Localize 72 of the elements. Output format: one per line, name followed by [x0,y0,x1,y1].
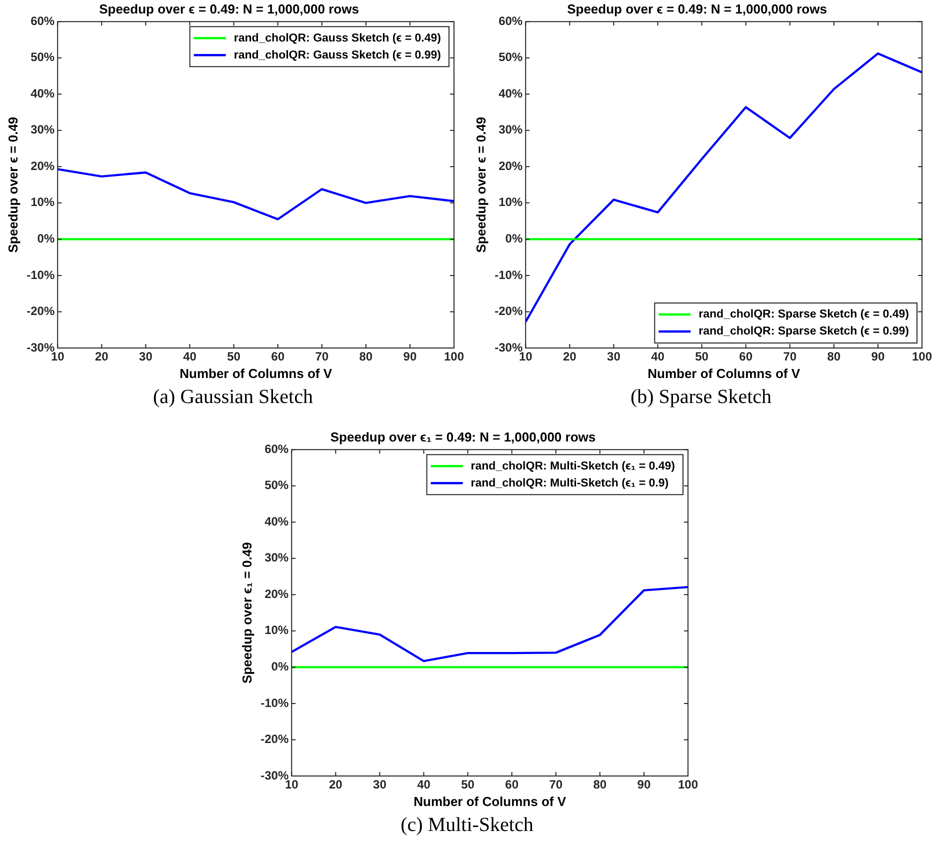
y-tick-label: 0% [271,660,289,674]
legend-label: rand_cholQR: Multi-Sketch (ϵ₁ = 0.9) [470,477,669,490]
x-tick-label: 40 [417,778,431,792]
x-tick-label: 40 [651,350,665,364]
x-tick-label: 70 [783,350,797,364]
x-axis-title: Number of Columns of V [648,366,800,381]
y-tick-label: -20% [260,732,289,746]
x-tick-label: 90 [403,350,417,364]
x-tick-label: 40 [183,350,197,364]
x-tick-label: 20 [328,778,343,792]
x-tick-label: 100 [678,778,698,792]
y-tick-label: 60% [498,14,523,28]
legend-label: rand_cholQR: Sparse Sketch (ϵ = 0.49) [698,308,910,321]
y-tick-label: 0% [37,232,55,246]
y-tick-label: 10% [498,195,523,210]
x-tick-label: 20 [562,350,577,364]
y-tick-label: 30% [498,122,523,137]
y-tick-label: 40% [498,86,523,100]
y-tick-label: 30% [30,122,55,137]
y-tick-label: 50% [498,50,523,64]
x-tick-label: 100 [912,350,932,364]
y-tick-label: 10% [264,623,289,638]
y-tick-label: 10% [30,195,55,210]
x-tick-label: 80 [593,778,607,792]
legend-label: rand_cholQR: Sparse Sketch (ϵ = 0.99) [698,326,910,338]
x-tick-label: 100 [444,350,464,364]
text: (b) Sparse Sketch [629,386,773,409]
y-tick-label: 20% [498,158,523,173]
y-tick-label: 20% [30,158,55,173]
y-tick-label: 40% [264,514,289,528]
x-tick-label: 30 [373,778,387,792]
y-tick-label: 40% [30,86,55,100]
x-tick-label: 30 [139,350,153,364]
y-tick-label: 0% [505,232,523,246]
y-axis-title: Speedup over ϵ = 0.49 [473,116,488,253]
y-tick-label: -20% [494,304,523,318]
text: (c) Multi-Sketch [400,814,534,837]
x-tick-label: 60 [505,778,519,792]
x-tick-label: 60 [739,350,753,364]
y-tick-label: 60% [30,14,55,28]
y-tick-label: 50% [30,50,55,64]
text: (a) Gaussian Sketch [152,386,314,409]
x-tick-label: 20 [94,350,109,364]
y-tick-label: -10% [26,268,55,282]
y-tick-label: -10% [494,268,523,282]
x-tick-label: 90 [871,350,885,364]
chart-title: Speedup over ϵ = 0.49: N = 1,000,000 rows [99,1,359,16]
y-tick-label: 30% [264,550,289,565]
x-tick-label: 50 [695,350,709,364]
x-tick-label: 80 [827,350,841,364]
y-tick-label: 50% [264,478,289,492]
y-tick-label: 60% [264,442,289,456]
y-tick-label: -20% [26,304,55,318]
x-tick-label: 70 [549,778,563,792]
legend-label: rand_cholQR: Gauss Sketch (ϵ = 0.49) [234,32,442,44]
x-tick-label: 60 [271,350,285,364]
legend-label: rand_cholQR: Multi-Sketch (ϵ₁ = 0.49) [470,460,676,472]
x-tick-label: 90 [637,778,651,792]
y-tick-label: 20% [264,586,289,601]
x-tick-label: 30 [607,350,621,364]
y-tick-label: -10% [260,696,289,710]
x-tick-label: 50 [227,350,241,364]
x-tick-label: 80 [359,350,373,364]
legend-label: rand_cholQR: Gauss Sketch (ϵ = 0.99) [234,49,442,62]
x-tick-label: 70 [315,350,329,364]
x-axis-title: Number of Columns of V [180,366,332,381]
x-axis-title: Number of Columns of V [414,794,566,809]
y-axis-title: Speedup over ϵ = 0.49 [5,116,20,253]
y-axis-title: Speedup over ϵ₁ = 0.49 [239,542,254,684]
chart-title: Speedup over ϵ = 0.49: N = 1,000,000 rows [567,1,827,16]
chart-title: Speedup over ϵ₁ = 0.49: N = 1,000,000 rows [330,429,596,444]
x-tick-label: 50 [461,778,475,792]
